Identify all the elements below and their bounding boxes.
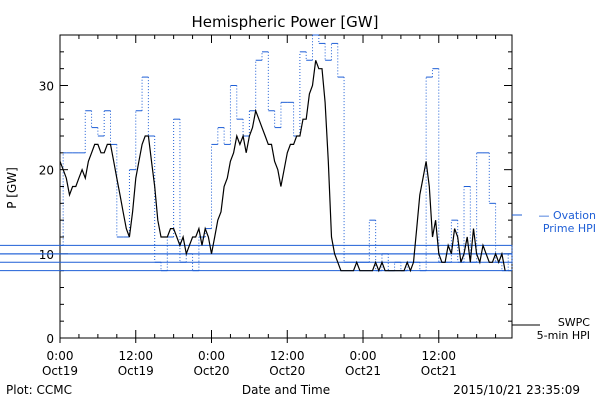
y-tick-label: 10 — [39, 248, 54, 262]
legend-swpc-line2: 5-min HPI — [537, 329, 590, 342]
legend: — Ovation Prime HPI SWPC 5-min HPI — [512, 209, 596, 342]
legend-ovation-line1: — Ovation — [539, 209, 597, 222]
plot-credit: Plot: CCMC — [6, 383, 72, 397]
x-tick-date-label: Oct21 — [345, 364, 381, 378]
x-tick-time-label: 12:00 — [421, 349, 456, 363]
plot-frame — [59, 34, 513, 339]
chart-title: Hemispheric Power [GW] — [192, 13, 379, 31]
plot-timestamp: 2015/10/21 23:35:09 — [453, 383, 580, 397]
y-tick-label: 0 — [46, 332, 54, 346]
x-tick-time-label: 0:00 — [47, 349, 74, 363]
y-axis-label: P [GW] — [5, 167, 19, 209]
x-tick-time-label: 0:00 — [350, 349, 377, 363]
swpc-line — [59, 60, 506, 273]
x-tick-date-label: Oct19 — [118, 364, 154, 378]
x-axis-ticks: 0:00Oct1912:00Oct190:00Oct2012:00Oct200:… — [42, 35, 497, 378]
series-layer — [0, 34, 513, 273]
x-tick-time-label: 0:00 — [198, 349, 225, 363]
legend-swpc-line1: SWPC — [558, 316, 590, 329]
x-tick-date-label: Oct20 — [269, 364, 305, 378]
x-axis-label: Date and Time — [242, 383, 330, 397]
x-tick-date-label: Oct21 — [421, 364, 457, 378]
y-tick-label: 30 — [39, 80, 54, 94]
x-tick-date-label: Oct19 — [42, 364, 78, 378]
x-tick-time-label: 12:00 — [118, 349, 153, 363]
legend-ovation-line2: Prime HPI — [543, 222, 596, 235]
x-tick-time-label: 12:00 — [270, 349, 305, 363]
x-tick-date-label: Oct20 — [193, 364, 229, 378]
y-axis-ticks: 0 10 20 30 — [39, 34, 512, 346]
y-tick-label: 20 — [39, 164, 54, 178]
